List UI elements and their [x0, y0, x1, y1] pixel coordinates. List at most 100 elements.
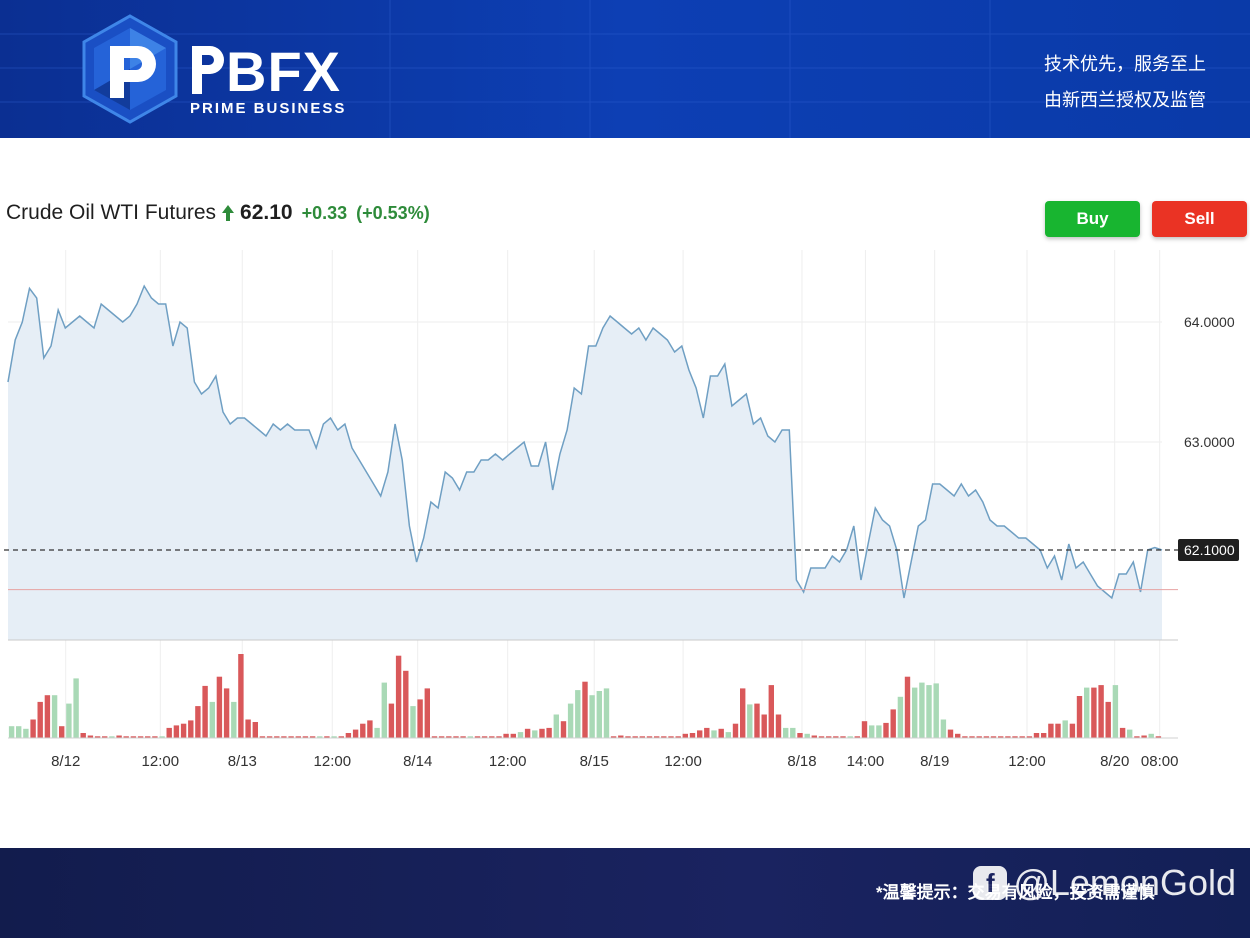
- volume-bar: [431, 736, 438, 738]
- volume-bar: [66, 703, 72, 738]
- volume-bar: [539, 728, 545, 738]
- volume-bar: [1069, 723, 1076, 738]
- volume-bar: [345, 733, 352, 738]
- volume-bar: [1148, 733, 1154, 738]
- volume-bar: [596, 691, 602, 738]
- volume-bar: [689, 733, 696, 738]
- volume-bar: [503, 733, 509, 738]
- volume-bar: [840, 736, 846, 738]
- volume-bar: [1127, 729, 1133, 738]
- volume-bar: [453, 736, 459, 738]
- volume-bar: [1076, 696, 1083, 738]
- volume-bar: [1062, 720, 1068, 738]
- volume-bar: [711, 730, 717, 738]
- last-price: 62.10: [240, 201, 293, 224]
- volume-bar: [904, 676, 911, 738]
- x-tick-label: 14:00: [847, 753, 885, 770]
- volume-bar: [474, 736, 481, 738]
- volume-bar: [137, 736, 144, 738]
- volume-bar: [510, 733, 516, 738]
- volume-bar: [1119, 727, 1126, 738]
- volume-bar: [1005, 736, 1011, 738]
- volume-bar: [754, 703, 760, 738]
- volume-bar: [130, 736, 137, 738]
- volume-bar: [947, 729, 954, 738]
- volume-bar: [317, 736, 323, 738]
- brand-wordmark: BFX: [226, 40, 341, 103]
- volume-bar: [424, 688, 430, 738]
- volume-bar: [861, 721, 868, 738]
- volume-bar: [295, 736, 301, 738]
- y-axis: 64.0000 63.0000: [1184, 314, 1235, 450]
- volume-bar: [496, 736, 502, 738]
- x-axis: 8/12 12:00 8/13 12:00 8/14 12:00 8/15 12:00 8/18…: [51, 753, 1178, 770]
- volume-bar: [998, 736, 1004, 738]
- volume-bar: [1134, 736, 1140, 738]
- price-chart[interactable]: 64.0000 63.0000 62.1000 8/12 12:00 8/13 12:0…: [0, 240, 1250, 785]
- pbfx-letter-p-icon: [192, 46, 224, 94]
- volume-bar: [381, 682, 387, 738]
- volume-bar: [567, 703, 574, 738]
- volume-bar: [410, 706, 416, 738]
- volume-bar: [603, 688, 610, 738]
- price-change: +0.33: [301, 202, 348, 223]
- volume-bar: [489, 736, 495, 738]
- volume-bar: [553, 714, 559, 738]
- volume-bar: [1112, 685, 1119, 738]
- volume-bar: [123, 736, 129, 738]
- x-tick-label: 08:00: [1141, 753, 1179, 770]
- volume-bar: [524, 728, 531, 738]
- x-tick-label: 8/20: [1100, 753, 1129, 770]
- x-tick-label: 8/12: [51, 753, 80, 770]
- x-tick-label: 12:00: [1008, 753, 1046, 770]
- volume-bar: [180, 723, 187, 738]
- volume-bar: [388, 703, 395, 738]
- x-tick-label: 8/13: [228, 753, 257, 770]
- volume-bar: [546, 727, 552, 738]
- tagline-bottom: 由新西兰授权及监管: [1044, 90, 1206, 110]
- volume-bar: [818, 736, 825, 738]
- sell-button[interactable]: Sell: [1152, 201, 1247, 237]
- price-area-fill: [8, 286, 1162, 640]
- volume-bar: [59, 726, 65, 738]
- volume-bar: [775, 714, 782, 738]
- volume-bar: [324, 736, 330, 738]
- volume-bar: [560, 721, 567, 738]
- volume-bar: [288, 736, 294, 738]
- volume-bar: [331, 736, 337, 738]
- volume-bar: [876, 725, 882, 738]
- volume-bar: [417, 699, 423, 738]
- brand-header: BFX PRIME BUSINESS 技术优先，服务至上 由新西兰授权及监管: [0, 0, 1250, 138]
- instrument-name: Crude Oil WTI Futures: [6, 201, 217, 224]
- volume-bar: [102, 736, 108, 738]
- volume-bar: [532, 730, 538, 738]
- x-tick-label: 8/15: [580, 753, 609, 770]
- volume-bar: [188, 720, 194, 738]
- y-tick-label: 63.0000: [1184, 434, 1235, 450]
- tagline-top: 技术优先，服务至上: [1044, 54, 1206, 74]
- volume-bar: [1012, 736, 1018, 738]
- volume-bar: [955, 733, 961, 738]
- volume-bar: [575, 690, 581, 738]
- volume-bar: [360, 723, 366, 738]
- volume-bar: [166, 727, 172, 738]
- volume-bar: [467, 736, 473, 738]
- volume-bar: [646, 736, 653, 738]
- volume-bar: [231, 701, 237, 738]
- buy-button[interactable]: Buy: [1045, 201, 1140, 237]
- volume-bar: [173, 725, 180, 738]
- volume-bar: [395, 655, 402, 738]
- last-price-label: 62.1000: [1178, 539, 1239, 561]
- volume-bar: [704, 727, 710, 738]
- volume-bar: [826, 736, 832, 738]
- volume-bar: [883, 722, 889, 738]
- volume-bar: [44, 695, 51, 738]
- volume-bar: [618, 735, 624, 738]
- x-tick-label: 12:00: [142, 753, 180, 770]
- volume-bar: [969, 736, 975, 738]
- volume-bar: [732, 723, 739, 738]
- volume-bar: [209, 701, 215, 738]
- volume-bar: [309, 736, 316, 738]
- volume-bar: [682, 733, 688, 738]
- volume-bar: [747, 704, 753, 738]
